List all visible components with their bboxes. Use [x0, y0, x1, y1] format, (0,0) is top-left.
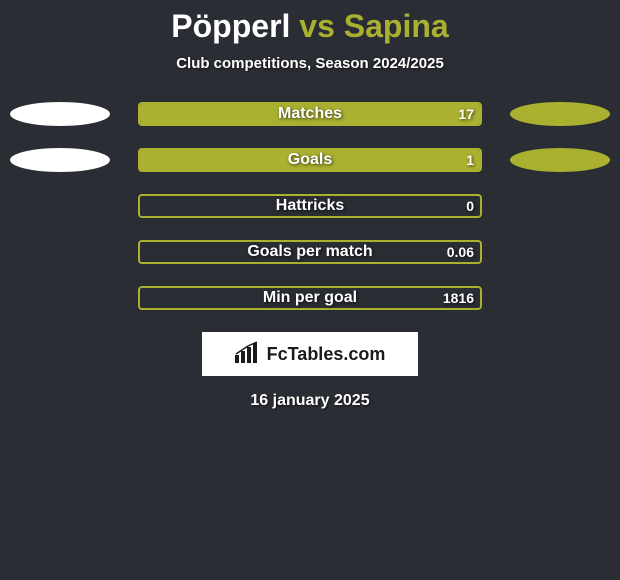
- stat-label: Goals per match: [247, 243, 372, 261]
- stat-row: Goals 1: [0, 148, 620, 172]
- brand-text: FcTables.com: [267, 344, 386, 365]
- player2-bubble: [510, 102, 610, 126]
- stat-label: Matches: [278, 105, 342, 123]
- player2-value: 1816: [443, 290, 474, 306]
- player1-bubble: [10, 148, 110, 172]
- stat-label: Hattricks: [276, 197, 344, 215]
- player2-value: 17: [458, 106, 474, 122]
- player1-name: Pöpperl: [171, 8, 290, 44]
- vs-text: vs: [299, 8, 335, 44]
- comparison-container: Pöpperl vs Sapina Club competitions, Sea…: [0, 0, 620, 410]
- subtitle: Club competitions, Season 2024/2025: [0, 55, 620, 72]
- bar-chart-icon: [235, 341, 261, 368]
- stat-row: Goals per match 0.06: [0, 240, 620, 264]
- stat-row: Min per goal 1816: [0, 286, 620, 310]
- footer-date: 16 january 2025: [0, 392, 620, 410]
- stat-row: Hattricks 0: [0, 194, 620, 218]
- player1-bubble: [10, 102, 110, 126]
- stat-label: Goals: [288, 151, 332, 169]
- stat-row: Matches 17: [0, 102, 620, 126]
- player2-value: 0.06: [447, 244, 474, 260]
- player2-value: 0: [466, 198, 474, 214]
- brand-logo: FcTables.com: [202, 332, 418, 376]
- player2-name: Sapina: [344, 8, 449, 44]
- player2-bubble: [510, 148, 610, 172]
- player2-value: 1: [466, 152, 474, 168]
- page-title: Pöpperl vs Sapina: [0, 8, 620, 45]
- stat-label: Min per goal: [263, 289, 357, 307]
- stats-rows: Matches 17 Goals 1 Hattricks 0 Goals per match…: [0, 102, 620, 310]
